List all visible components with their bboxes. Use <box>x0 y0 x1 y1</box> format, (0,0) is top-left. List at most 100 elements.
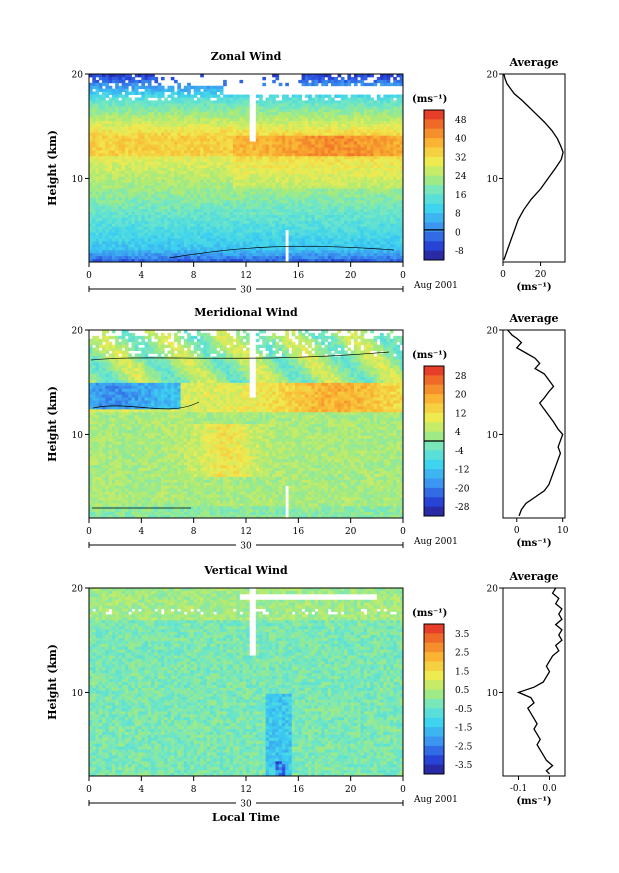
heatmap-cell <box>269 227 273 230</box>
heatmap-cell <box>249 183 253 186</box>
heatmap-cell <box>154 127 158 130</box>
heatmap-cell <box>177 212 181 215</box>
heatmap-cell <box>145 139 149 142</box>
heatmap-cell <box>315 186 319 189</box>
heatmap-cell <box>213 142 217 145</box>
heatmap-cell <box>275 186 279 189</box>
heatmap-cell <box>325 153 329 156</box>
heatmap-cell <box>331 127 335 130</box>
heatmap-cell <box>236 194 240 197</box>
heatmap-cell <box>334 77 338 80</box>
heatmap-cell <box>259 192 263 195</box>
heatmap-cell <box>311 74 315 77</box>
heatmap-cell <box>210 236 214 239</box>
heatmap-cell <box>341 233 345 236</box>
heatmap-cell <box>115 200 119 203</box>
heatmap-cell <box>135 218 139 221</box>
heatmap-cell <box>181 247 185 250</box>
heatmap-cell <box>105 183 109 186</box>
heatmap-cell <box>148 224 152 227</box>
heatmap-cell <box>305 189 309 192</box>
heatmap-cell <box>122 250 126 253</box>
heatmap-cell <box>154 92 158 95</box>
heatmap-cell <box>102 171 106 174</box>
heatmap-cell <box>275 142 279 145</box>
heatmap-cell <box>112 194 116 197</box>
heatmap-cell <box>285 206 289 209</box>
heatmap-cell <box>161 150 165 153</box>
heatmap-cell <box>161 100 165 103</box>
heatmap-cell <box>351 227 355 230</box>
heatmap-cell <box>272 124 276 127</box>
heatmap-cell <box>285 103 289 106</box>
heatmap-cell <box>217 118 221 121</box>
heatmap-cell <box>96 236 100 239</box>
heatmap-cell <box>128 247 132 250</box>
heatmap-cell <box>187 136 191 139</box>
heatmap-cell <box>96 136 100 139</box>
heatmap-cell <box>118 86 122 89</box>
heatmap-cell <box>168 236 172 239</box>
heatmap-cell <box>158 194 162 197</box>
heatmap-cell <box>282 183 286 186</box>
heatmap-cell <box>256 153 260 156</box>
heatmap-cell <box>357 186 361 189</box>
heatmap-cell <box>105 106 109 109</box>
heatmap-cell <box>282 189 286 192</box>
heatmap-cell <box>354 127 358 130</box>
heatmap-cell <box>298 233 302 236</box>
heatmap-cell <box>161 206 165 209</box>
heatmap-cell <box>99 224 103 227</box>
heatmap-cell <box>203 230 207 233</box>
heatmap-cell <box>89 150 93 153</box>
heatmap-cell <box>256 230 260 233</box>
heatmap-cell <box>338 139 342 142</box>
heatmap-cell <box>122 150 126 153</box>
heatmap-cell <box>161 86 165 89</box>
heatmap-cell <box>194 124 198 127</box>
heatmap-cell <box>239 250 243 253</box>
heatmap-cell <box>145 183 149 186</box>
heatmap-cell <box>118 177 122 180</box>
heatmap-cell <box>275 150 279 153</box>
heatmap-cell <box>292 180 296 183</box>
heatmap-cell <box>230 256 234 259</box>
heatmap-cell <box>109 186 113 189</box>
heatmap-cell <box>341 127 345 130</box>
heatmap-cell <box>266 180 270 183</box>
heatmap-cell <box>122 118 126 121</box>
heatmap-cell <box>164 139 168 142</box>
heatmap-cell <box>122 218 126 221</box>
heatmap-cell <box>181 230 185 233</box>
heatmap-cell <box>230 200 234 203</box>
heatmap-cell <box>298 253 302 256</box>
heatmap-cell <box>181 162 185 165</box>
heatmap-cell <box>344 200 348 203</box>
heatmap-cell <box>302 80 306 83</box>
heatmap-cell <box>328 215 332 218</box>
heatmap-cell <box>256 180 260 183</box>
heatmap-cell <box>272 115 276 118</box>
heatmap-cell <box>351 98 355 101</box>
heatmap-cell <box>174 136 178 139</box>
heatmap-cell <box>200 189 204 192</box>
heatmap-cell <box>351 130 355 133</box>
heatmap-cell <box>125 124 129 127</box>
heatmap-cell <box>207 115 211 118</box>
heatmap-cell <box>285 203 289 206</box>
heatmap-cell <box>96 80 100 83</box>
heatmap-cell <box>210 127 214 130</box>
heatmap-cell <box>223 142 227 145</box>
heatmap-cell <box>151 212 155 215</box>
heatmap-cell <box>226 192 230 195</box>
heatmap-cell <box>233 233 237 236</box>
heatmap-cell <box>256 100 260 103</box>
heatmap-cell <box>295 124 299 127</box>
heatmap-cell <box>115 218 119 221</box>
heatmap-cell <box>318 247 322 250</box>
heatmap-cell <box>158 109 162 112</box>
heatmap-cell <box>256 174 260 177</box>
heatmap-cell <box>233 236 237 239</box>
heatmap-cell <box>262 124 266 127</box>
heatmap-cell <box>102 127 106 130</box>
